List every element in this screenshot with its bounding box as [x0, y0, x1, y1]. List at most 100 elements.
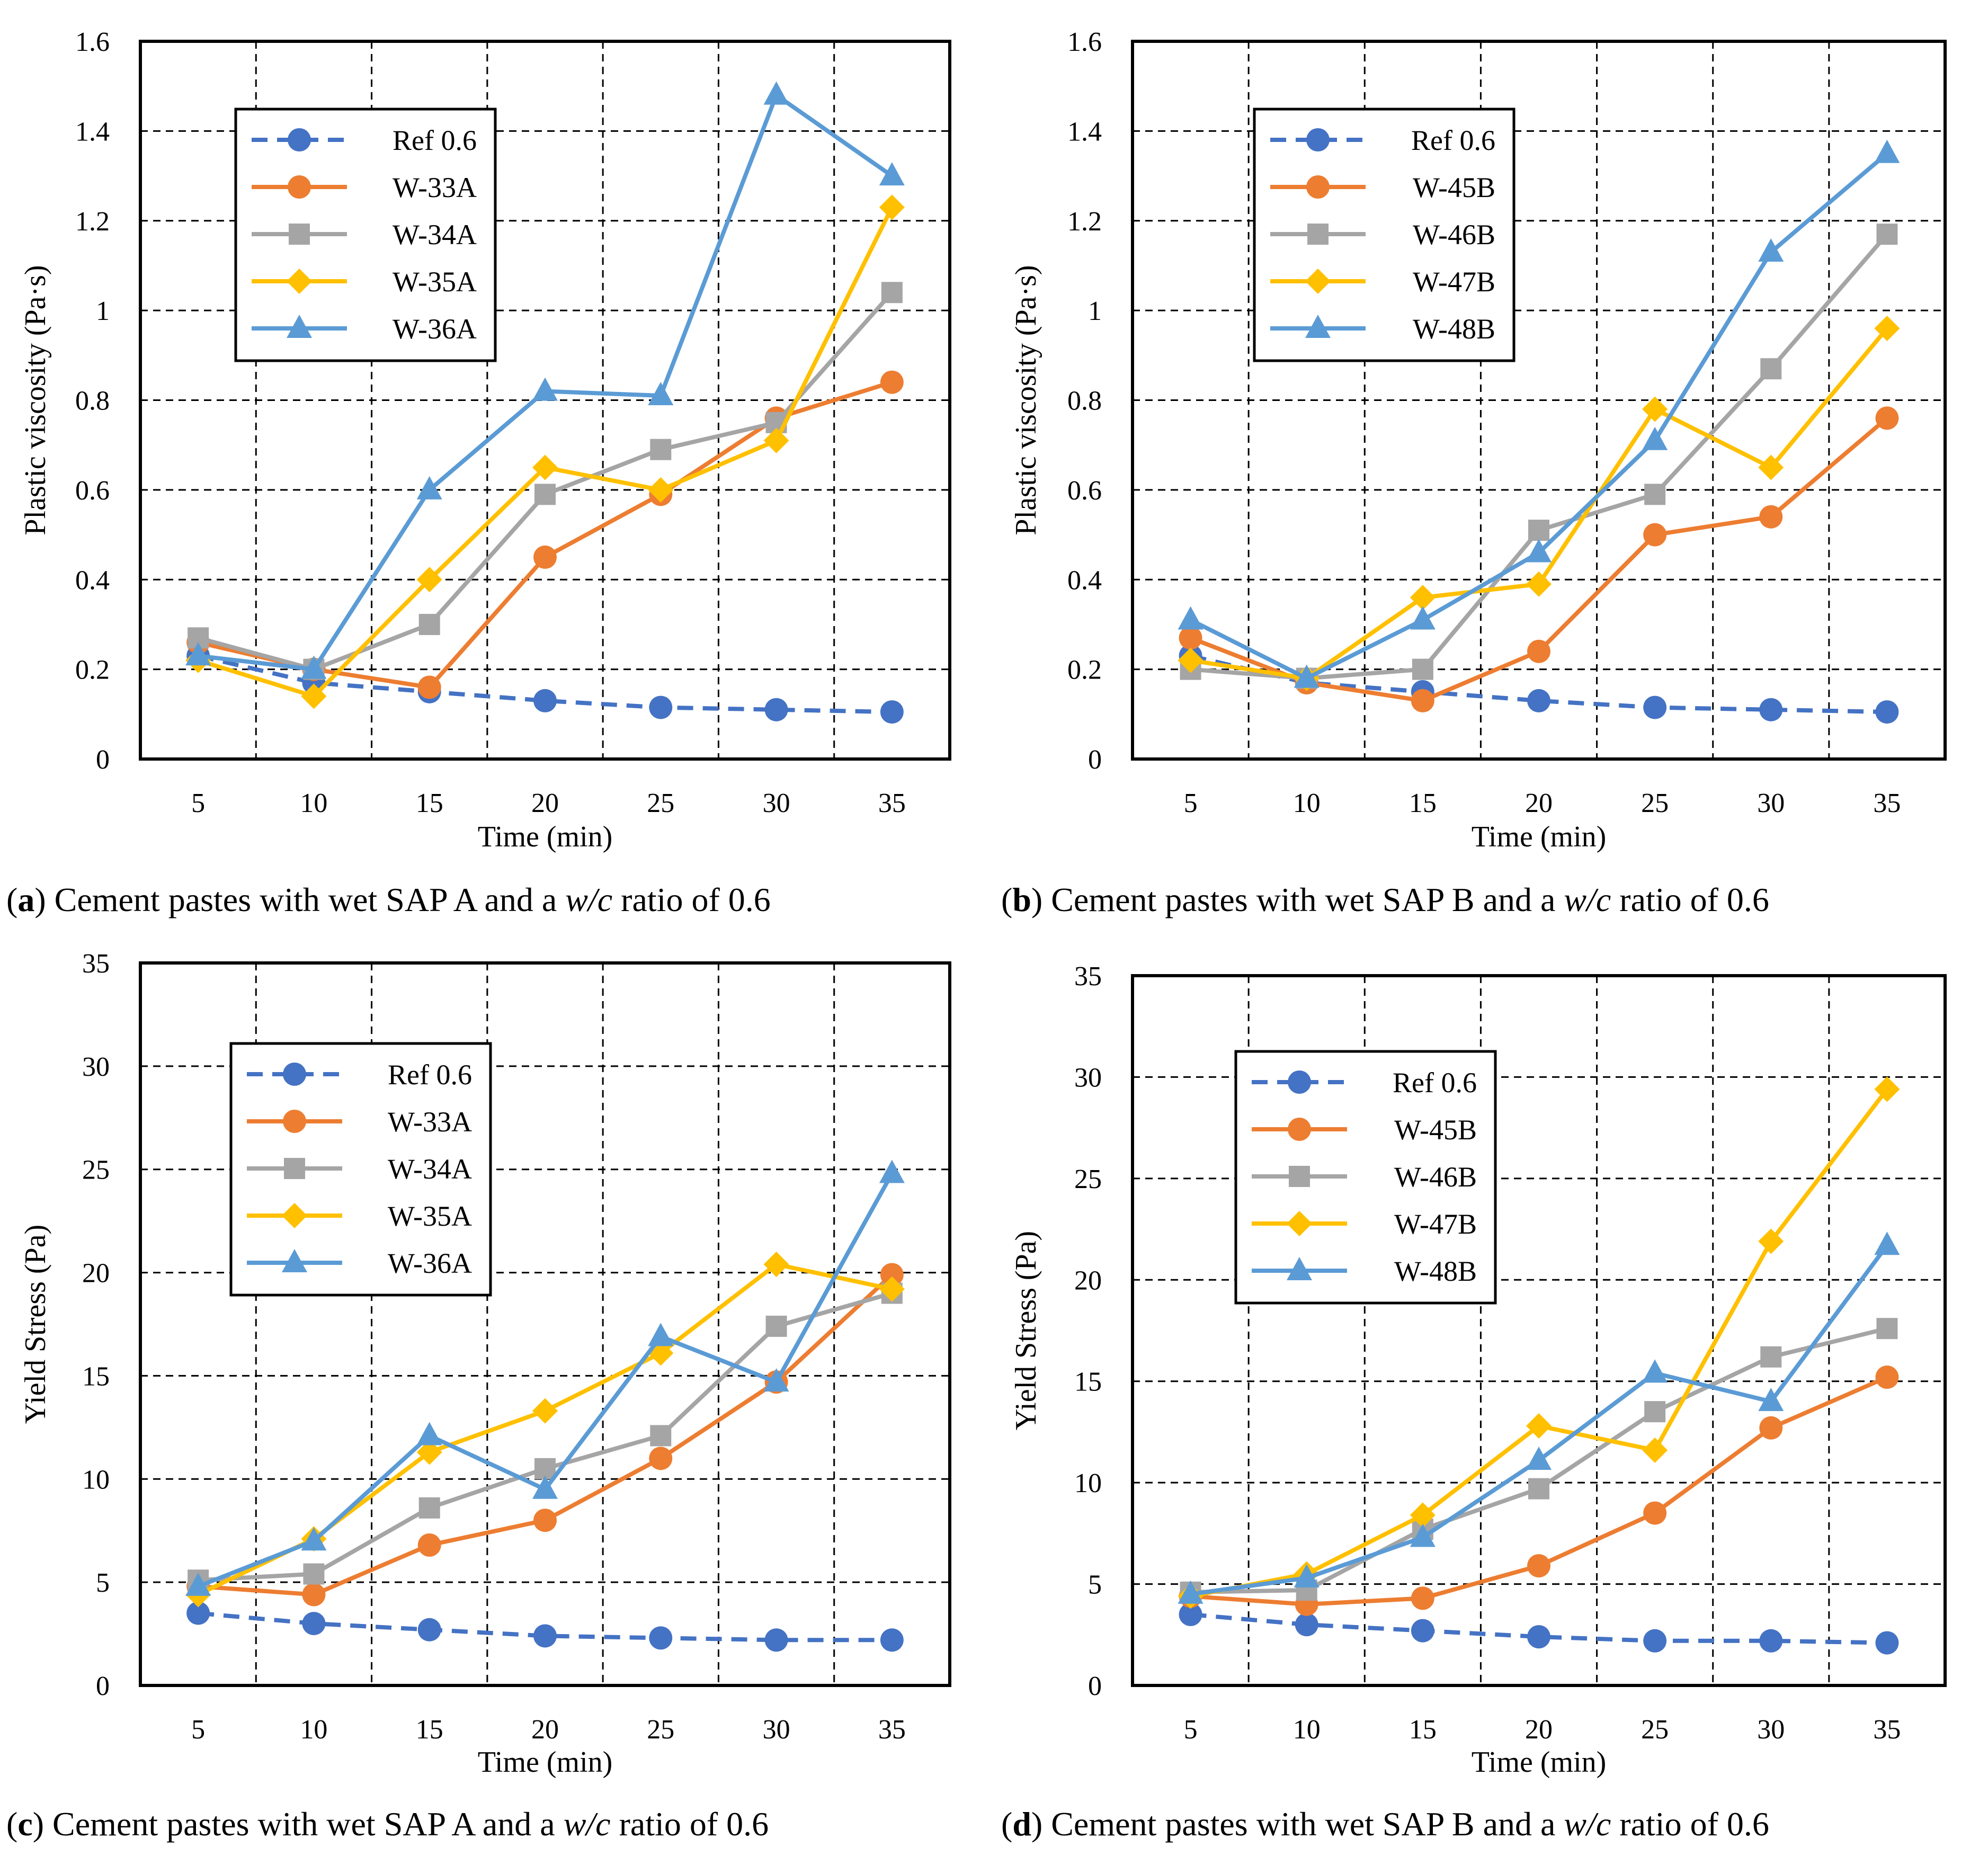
x-tick-label: 30	[763, 1715, 790, 1745]
legend-swatch-marker	[289, 224, 310, 245]
x-tick-label: 10	[300, 1715, 327, 1745]
x-tick-label: 25	[647, 1715, 674, 1745]
panel-caption: (b) Cement pastes with wet SAP B and a w…	[1001, 881, 1769, 918]
data-point	[1758, 238, 1784, 262]
x-tick-label: 20	[531, 788, 559, 818]
data-point	[1644, 484, 1666, 505]
legend-swatch-marker	[1287, 1257, 1312, 1280]
data-point	[1526, 1413, 1552, 1439]
data-point	[1874, 1232, 1900, 1255]
data-point	[416, 476, 442, 499]
data-point	[648, 382, 674, 406]
data-point	[1642, 1359, 1668, 1383]
caption-end: ratio of 0.6	[1611, 881, 1769, 918]
data-point	[532, 1475, 558, 1499]
data-point	[880, 1263, 904, 1287]
legend-swatch-marker	[283, 1063, 306, 1086]
y-axis-label: Yield Stress (Pa)	[1010, 1231, 1042, 1430]
plot-area-frame	[139, 40, 951, 761]
legend: Ref 0.6 W-33A W-34A W-35A W-36A	[229, 1042, 492, 1297]
y-tick-label: 0	[96, 1671, 110, 1701]
data-point	[1527, 1625, 1550, 1649]
data-point	[1295, 1613, 1318, 1637]
caption-paren-open: (	[1001, 881, 1012, 918]
data-point	[533, 689, 557, 712]
data-point	[302, 1583, 326, 1607]
caption-paren-open: (	[6, 881, 17, 918]
series-ref-0-6	[186, 1601, 904, 1652]
legend-entry-label: W-34A	[393, 219, 477, 251]
data-point	[1759, 1629, 1783, 1653]
legend: Ref 0.6 W-45B W-46B W-47B W-48B	[1253, 108, 1515, 362]
x-tick-label: 20	[1525, 1715, 1553, 1745]
caption-paren-close: )	[1031, 881, 1051, 918]
data-point	[302, 1612, 326, 1636]
data-point	[880, 1628, 904, 1652]
data-point	[1758, 1388, 1784, 1411]
data-point	[1874, 1076, 1900, 1102]
data-point	[1643, 523, 1667, 547]
legend-entry-label: W-33A	[388, 1106, 472, 1138]
data-point	[1528, 1478, 1549, 1500]
legend-swatch-marker	[1306, 175, 1330, 199]
data-point	[1876, 1318, 1898, 1340]
y-tick-label: 0.6	[1067, 476, 1102, 506]
data-point	[1527, 639, 1550, 663]
data-point	[763, 427, 789, 453]
legend-swatch-marker	[1305, 315, 1331, 338]
x-tick-label: 5	[191, 1715, 205, 1745]
data-point	[763, 1251, 789, 1277]
x-tick-label: 30	[1757, 788, 1785, 818]
y-tick-label: 5	[96, 1568, 110, 1598]
data-point	[416, 1439, 442, 1465]
x-axis-label: Time (min)	[478, 820, 613, 853]
data-point	[1527, 1554, 1550, 1578]
caption-paren-close: )	[1031, 1805, 1051, 1843]
data-point	[185, 642, 211, 666]
data-point	[1758, 454, 1784, 480]
series-w-48b	[1178, 139, 1900, 688]
y-tick-label: 0.2	[75, 655, 110, 685]
y-tick-label: 35	[1074, 961, 1102, 992]
data-point	[879, 1276, 905, 1302]
data-point	[532, 454, 558, 480]
data-point	[1412, 658, 1433, 680]
data-point	[532, 377, 558, 401]
y-tick-label: 0.8	[75, 386, 110, 416]
data-point	[1759, 1416, 1783, 1440]
x-tick-label: 15	[1409, 788, 1437, 818]
y-tick-label: 30	[1074, 1063, 1102, 1093]
y-tick-label: 1.2	[1067, 207, 1102, 237]
legend-entry-label: W-33A	[393, 172, 477, 203]
y-tick-label: 10	[82, 1465, 110, 1495]
x-axis-label: Time (min)	[1472, 820, 1607, 853]
data-point	[301, 1527, 327, 1551]
legend-swatch-marker	[284, 1158, 305, 1179]
caption-end: ratio of 0.6	[612, 881, 771, 918]
data-point	[1759, 698, 1783, 721]
x-tick-label: 10	[300, 788, 327, 818]
data-point	[1411, 1586, 1434, 1610]
data-point	[764, 698, 788, 721]
data-point	[649, 1447, 673, 1470]
x-tick-label: 25	[647, 788, 674, 818]
chart-panel-d: 0 5 10 15 20 25 30 35 5 10 15 20 25 30 35 Time (min) Yie…	[1001, 961, 1947, 1843]
data-point	[1642, 426, 1668, 450]
data-point	[1644, 1401, 1666, 1423]
y-tick-label: 1.4	[75, 117, 110, 147]
data-point	[1760, 1346, 1782, 1368]
caption-letter: c	[17, 1805, 32, 1843]
data-point	[185, 1572, 211, 1596]
x-tick-label: 35	[1873, 1715, 1901, 1745]
data-point	[764, 1628, 788, 1652]
data-point	[1526, 539, 1552, 563]
x-axis-label: Time (min)	[1472, 1746, 1607, 1779]
y-axis-label: Plastic viscosity (Pa·s)	[1010, 265, 1042, 535]
legend-swatch-marker	[1288, 1118, 1311, 1141]
caption-italic: w/c	[564, 1805, 611, 1843]
y-tick-label: 15	[82, 1361, 110, 1391]
data-point	[1411, 1619, 1434, 1643]
data-point	[1179, 1603, 1202, 1626]
legend: Ref 0.6 W-33A W-34A W-35A W-36A	[234, 108, 497, 362]
